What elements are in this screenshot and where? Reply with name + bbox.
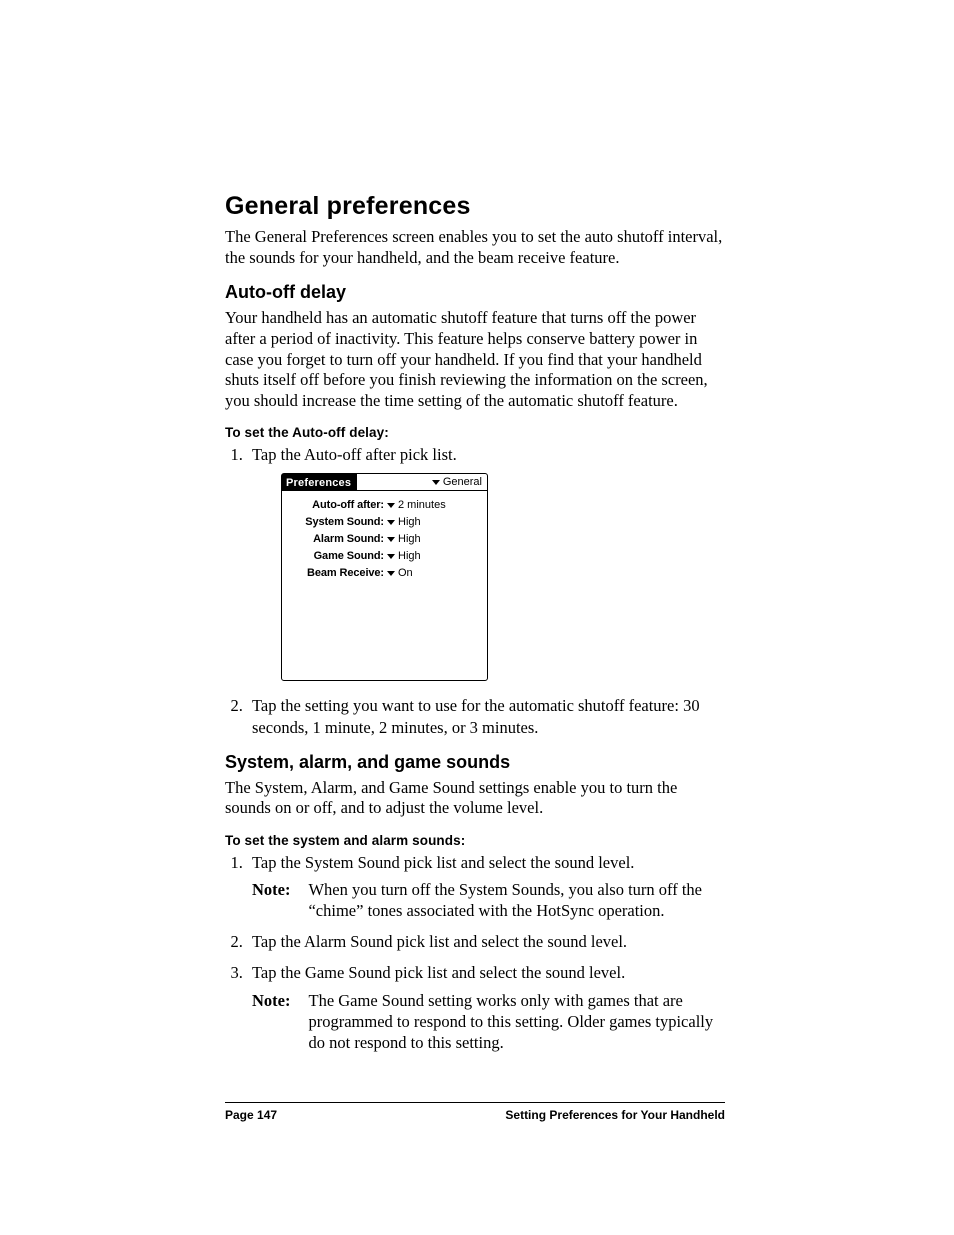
palm-value: High [398,549,421,563]
palm-row-alarm-sound: Alarm Sound: High [288,531,481,547]
heading-general-preferences: General preferences [225,192,725,221]
palm-header: Preferences General [282,474,487,491]
note-text: The Game Sound setting works only with g… [308,990,725,1053]
palm-row-game-sound: Game Sound: High [288,548,481,564]
palm-value: High [398,532,421,546]
step-item: Tap the Alarm Sound pick list and select… [247,931,725,952]
footer-rule [225,1102,725,1103]
note-block: Note: The Game Sound setting works only … [252,990,725,1053]
note-label: Note: [252,879,290,921]
note-text: When you turn off the System Sounds, you… [308,879,725,921]
palm-picklist: On [387,566,413,580]
palm-screenshot: Preferences General Auto-off after: 2 mi… [281,473,488,681]
palm-settings-list: Auto-off after: 2 minutes System Sound: … [282,491,487,581]
heading-sounds: System, alarm, and game sounds [225,752,725,773]
steps-list-sounds: Tap the System Sound pick list and selec… [225,852,725,1053]
palm-value: High [398,515,421,529]
dropdown-triangle-icon [387,554,395,559]
content-column: General preferences The General Preferen… [225,192,725,1063]
step-text: Tap the Auto-off after pick list. [252,445,457,464]
palm-app-title: Preferences [282,474,357,490]
note-block: Note: When you turn off the System Sound… [252,879,725,921]
palm-row-beam-receive: Beam Receive: On [288,565,481,581]
step-item: Tap the setting you want to use for the … [247,695,725,737]
step-item: Tap the Auto-off after pick list. Prefer… [247,444,725,681]
note-label: Note: [252,990,290,1053]
palm-label: Game Sound: [288,549,387,563]
dropdown-triangle-icon [387,520,395,525]
palm-label: Auto-off after: [288,498,387,512]
palm-category-label: General [443,475,482,489]
palm-label: Beam Receive: [288,566,387,580]
step-text: Tap the System Sound pick list and selec… [252,853,634,872]
instruction-heading-sounds: To set the system and alarm sounds: [225,833,725,848]
sounds-paragraph: The System, Alarm, and Game Sound settin… [225,778,725,819]
palm-picklist: High [387,515,421,529]
step-item: Tap the System Sound pick list and selec… [247,852,725,921]
dropdown-triangle-icon [432,480,440,485]
palm-label: System Sound: [288,515,387,529]
palm-picklist: High [387,532,421,546]
dropdown-triangle-icon [387,537,395,542]
step-text: Tap the setting you want to use for the … [252,696,700,736]
dropdown-triangle-icon [387,571,395,576]
palm-category-picker: General [432,474,487,490]
footer-chapter-title: Setting Preferences for Your Handheld [505,1108,725,1122]
palm-picklist: 2 minutes [387,498,446,512]
step-item: Tap the Game Sound pick list and select … [247,962,725,1052]
palm-value: On [398,566,413,580]
palm-label: Alarm Sound: [288,532,387,546]
instruction-heading-auto-off: To set the Auto-off delay: [225,425,725,440]
palm-picklist: High [387,549,421,563]
dropdown-triangle-icon [387,503,395,508]
document-page: General preferences The General Preferen… [0,0,954,1235]
palm-value: 2 minutes [398,498,446,512]
footer-page-number: Page 147 [225,1108,277,1122]
steps-list-auto-off: Tap the Auto-off after pick list. Prefer… [225,444,725,737]
palm-row-auto-off: Auto-off after: 2 minutes [288,497,481,513]
auto-off-paragraph: Your handheld has an automatic shutoff f… [225,308,725,411]
heading-auto-off-delay: Auto-off delay [225,282,725,303]
palm-row-system-sound: System Sound: High [288,514,481,530]
intro-paragraph: The General Preferences screen enables y… [225,227,725,268]
page-footer: Page 147 Setting Preferences for Your Ha… [225,1108,725,1122]
step-text: Tap the Game Sound pick list and select … [252,963,625,982]
step-text: Tap the Alarm Sound pick list and select… [252,932,627,951]
